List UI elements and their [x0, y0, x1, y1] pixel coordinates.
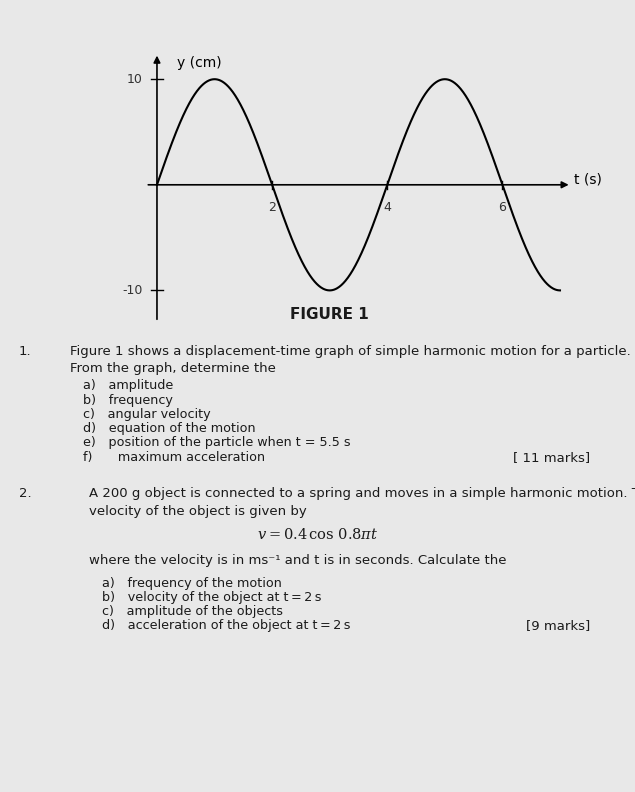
Text: c) amplitude of the objects: c) amplitude of the objects: [102, 605, 283, 618]
Text: $v = 0.4\,\cos\,0.8\pi t$: $v = 0.4\,\cos\,0.8\pi t$: [257, 527, 378, 542]
Text: c) angular velocity: c) angular velocity: [83, 408, 210, 421]
Text: 2: 2: [268, 200, 276, 214]
Text: 10: 10: [127, 73, 143, 86]
Text: From the graph, determine the: From the graph, determine the: [70, 362, 276, 375]
Text: b) frequency: b) frequency: [83, 394, 173, 406]
Text: 2.: 2.: [19, 487, 32, 500]
Text: [ 11 marks]: [ 11 marks]: [514, 451, 591, 463]
Text: a) amplitude: a) amplitude: [83, 379, 173, 392]
Text: 6: 6: [498, 200, 506, 214]
Text: FIGURE 1: FIGURE 1: [290, 307, 369, 322]
Text: b) velocity of the object at t = 2 s: b) velocity of the object at t = 2 s: [102, 591, 321, 604]
Text: e) position of the particle when t = 5.5 s: e) position of the particle when t = 5.5…: [83, 436, 350, 449]
Text: velocity of the object is given by: velocity of the object is given by: [89, 505, 307, 517]
Text: a) frequency of the motion: a) frequency of the motion: [102, 577, 281, 589]
Text: t (s): t (s): [575, 173, 602, 187]
Text: f)  maximum acceleration: f) maximum acceleration: [83, 451, 265, 463]
Text: d) equation of the motion: d) equation of the motion: [83, 422, 255, 435]
Text: -10: -10: [122, 284, 143, 297]
Text: d) acceleration of the object at t = 2 s: d) acceleration of the object at t = 2 s: [102, 619, 350, 632]
Text: y (cm): y (cm): [177, 56, 222, 70]
Text: where the velocity is in ms⁻¹ and t is in seconds. Calculate the: where the velocity is in ms⁻¹ and t is i…: [89, 554, 506, 567]
Text: 4: 4: [384, 200, 391, 214]
Text: Figure 1 shows a displacement-time graph of simple harmonic motion for a particl: Figure 1 shows a displacement-time graph…: [70, 345, 631, 357]
Text: A 200 g object is connected to a spring and moves in a simple harmonic motion. T: A 200 g object is connected to a spring …: [89, 487, 635, 500]
Text: 1.: 1.: [19, 345, 32, 357]
Text: [9 marks]: [9 marks]: [526, 619, 591, 632]
